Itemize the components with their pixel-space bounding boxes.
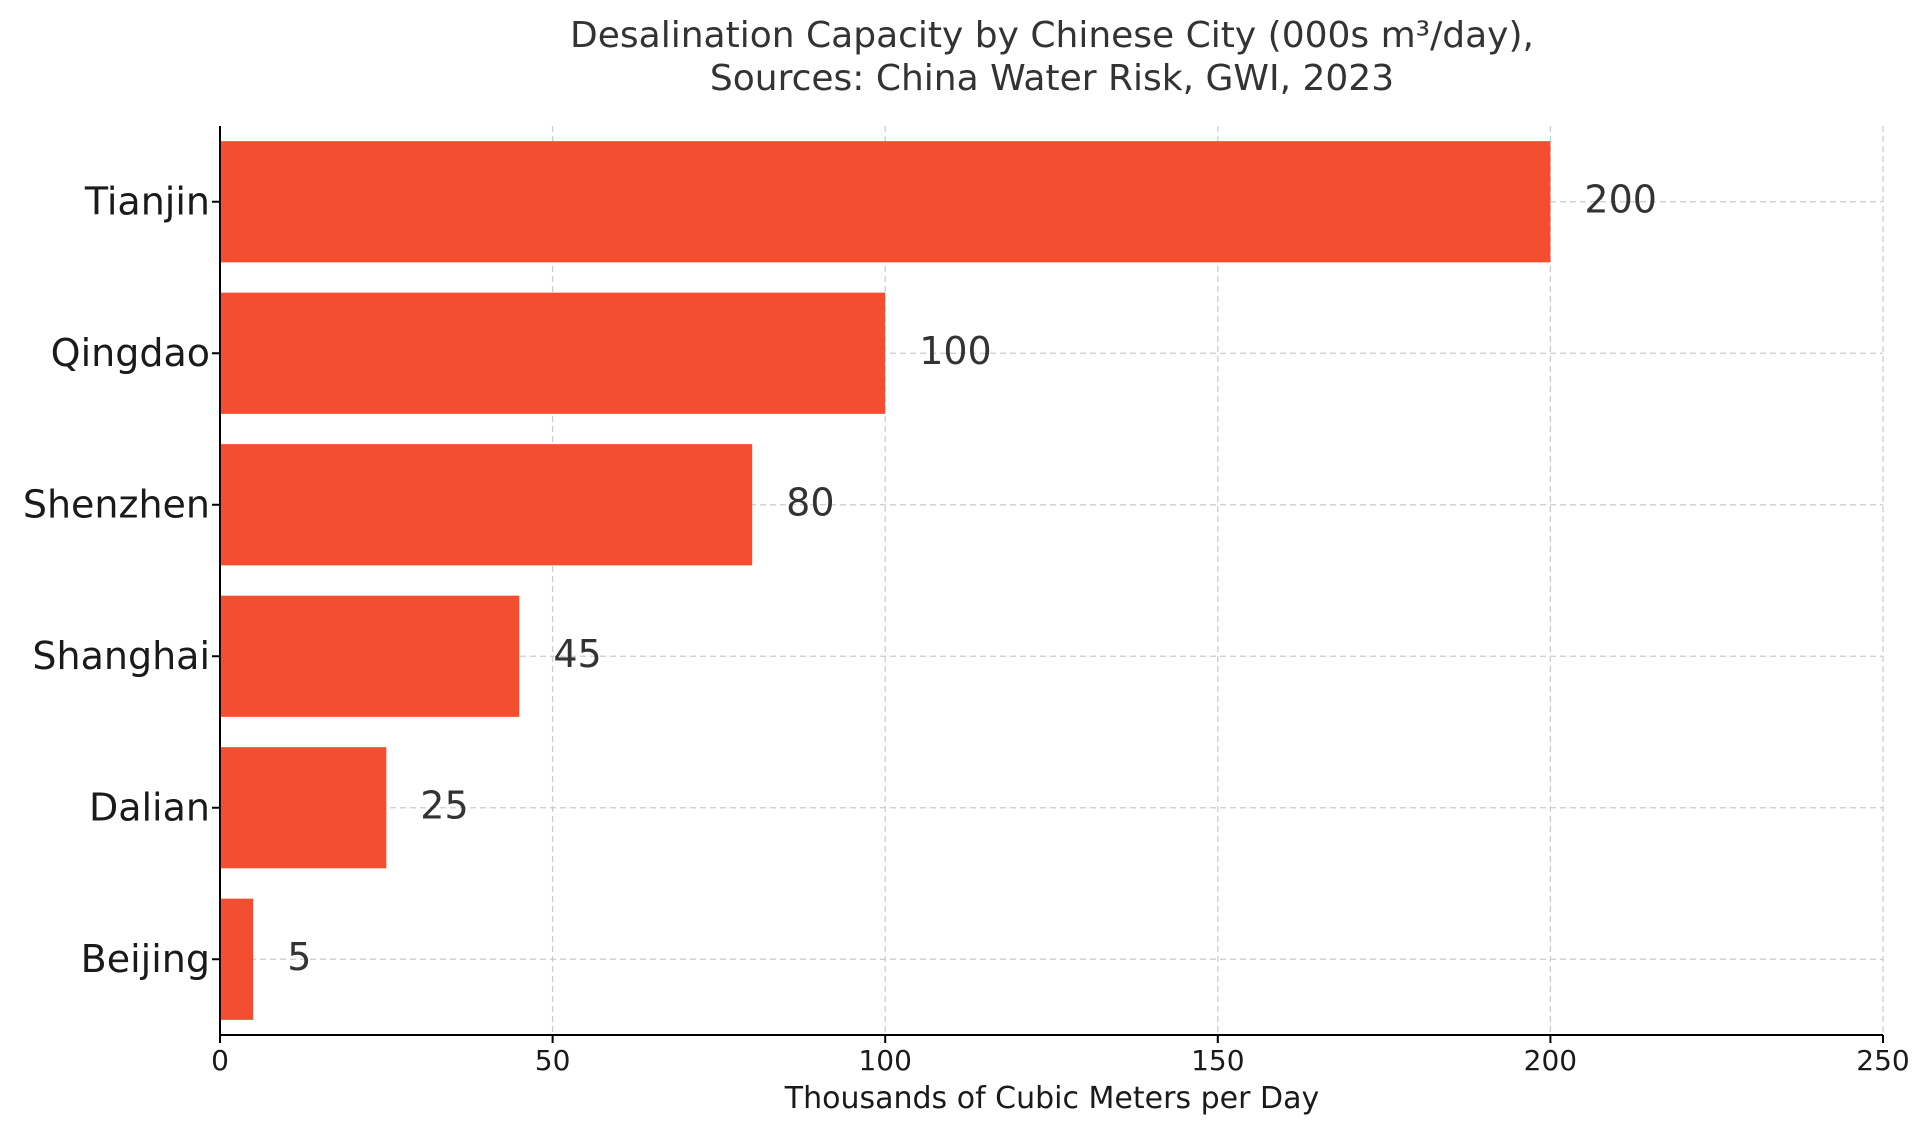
category-label-tianjin: Tianjin <box>84 179 210 223</box>
value-label-qingdao: 100 <box>919 329 992 373</box>
bar-qingdao <box>220 292 886 414</box>
value-label-beijing: 5 <box>287 935 311 979</box>
x-tick-label: 100 <box>858 1044 911 1077</box>
category-label-shanghai: Shanghai <box>32 634 210 678</box>
x-tick-label: 150 <box>1191 1044 1244 1077</box>
value-label-shenzhen: 80 <box>786 480 834 524</box>
category-label-beijing: Beijing <box>81 937 210 981</box>
category-label-dalian: Dalian <box>89 785 210 829</box>
bar-beijing <box>220 898 254 1020</box>
x-tick-label: 0 <box>211 1044 229 1077</box>
x-tick-label: 50 <box>535 1044 571 1077</box>
category-label-qingdao: Qingdao <box>51 331 210 375</box>
grid-layer <box>219 126 1884 1035</box>
label-layer: 200 Tianjin 100 Qingdao 80 Shenzhen 45 Shanghai… <box>23 177 1657 981</box>
axis-layer: 0 50 100 150 200 250 <box>211 126 1910 1077</box>
bar-shenzhen <box>220 444 753 566</box>
value-label-shanghai: 45 <box>553 632 601 676</box>
category-label-shenzhen: Shenzhen <box>23 482 210 526</box>
bar-dalian <box>220 747 387 869</box>
chart-title-line-2: Sources: China Water Risk, GWI, 2023 <box>710 58 1394 99</box>
bar-tianjin <box>220 141 1551 263</box>
x-axis-title: Thousands of Cubic Meters per Day <box>784 1081 1319 1116</box>
value-label-tianjin: 200 <box>1584 177 1657 221</box>
x-tick-label: 250 <box>1856 1044 1909 1077</box>
chart-title-line-1: Desalination Capacity by Chinese City (0… <box>570 15 1534 56</box>
bar-shanghai <box>220 595 520 717</box>
value-label-dalian: 25 <box>420 783 468 827</box>
bar-layer <box>220 141 1551 1020</box>
x-tick-label: 200 <box>1524 1044 1577 1077</box>
